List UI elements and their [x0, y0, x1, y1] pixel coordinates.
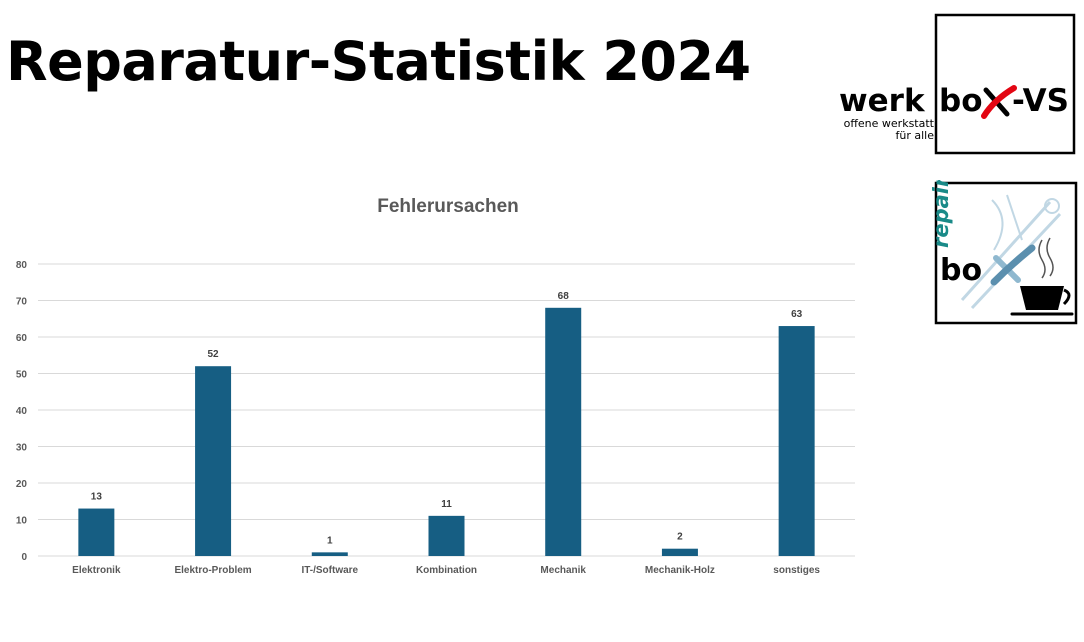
bar [545, 307, 582, 556]
y-tick-label: 70 [16, 297, 28, 308]
coffee-cup-icon [1010, 237, 1074, 316]
logo-word-repair: repair [932, 180, 953, 248]
logo-tagline-1: offene werkstatt [844, 117, 935, 130]
data-label: 63 [791, 309, 803, 320]
chart-title: Fehlerursachen [377, 196, 519, 217]
x-tick-label: Kombination [416, 565, 477, 576]
x-tick-label: Mechanik [540, 565, 586, 576]
data-label: 11 [441, 499, 452, 510]
y-axis-ticks: 0 10 20 30 40 50 60 70 80 [16, 260, 28, 563]
x-tick-label: Mechanik-Holz [645, 565, 715, 576]
slide-title: Reparatur-Statistik 2024 [6, 30, 751, 93]
y-tick-label: 10 [16, 516, 28, 527]
blue-x-icon [990, 244, 1036, 286]
data-label: 68 [558, 291, 570, 302]
logo-word-vs: -VS [1012, 83, 1069, 119]
y-tick-label: 20 [16, 479, 28, 490]
y-tick-label: 0 [21, 552, 27, 563]
x-tick-label: Elektro-Problem [174, 565, 251, 576]
data-label: 2 [677, 532, 683, 543]
logo-word-bo: bo [940, 253, 982, 288]
gridlines [38, 263, 855, 557]
logo-frame [934, 13, 1076, 155]
werkbox-vs-logo: werk bo -VS offene werkstatt für alle [839, 13, 1076, 155]
bars [78, 307, 815, 556]
y-tick-label: 60 [16, 333, 28, 344]
logo-word-werk: werk [839, 83, 926, 119]
repair-box-logo: repair bo [932, 180, 1078, 325]
x-tick-label: IT-/Software [301, 565, 358, 576]
red-x-icon [981, 85, 1017, 119]
data-label: 13 [91, 492, 103, 503]
y-tick-label: 80 [16, 260, 28, 271]
x-tick-label: Elektronik [72, 565, 121, 576]
bar [428, 515, 465, 556]
y-tick-label: 50 [16, 370, 28, 381]
bar [778, 326, 815, 556]
logo-word-bo: bo [939, 83, 983, 119]
data-label: 52 [208, 349, 220, 360]
bar [78, 508, 115, 556]
x-tick-label: sonstiges [773, 565, 820, 576]
bar [195, 366, 232, 556]
data-label: 1 [327, 535, 333, 546]
bar [661, 548, 698, 556]
bar [311, 552, 348, 556]
y-tick-label: 40 [16, 406, 28, 417]
x-axis-ticks: Elektronik Elektro-Problem IT-/Software Kom… [72, 565, 820, 576]
logo-tagline-2: für alle [896, 129, 935, 142]
y-tick-label: 30 [16, 443, 28, 454]
